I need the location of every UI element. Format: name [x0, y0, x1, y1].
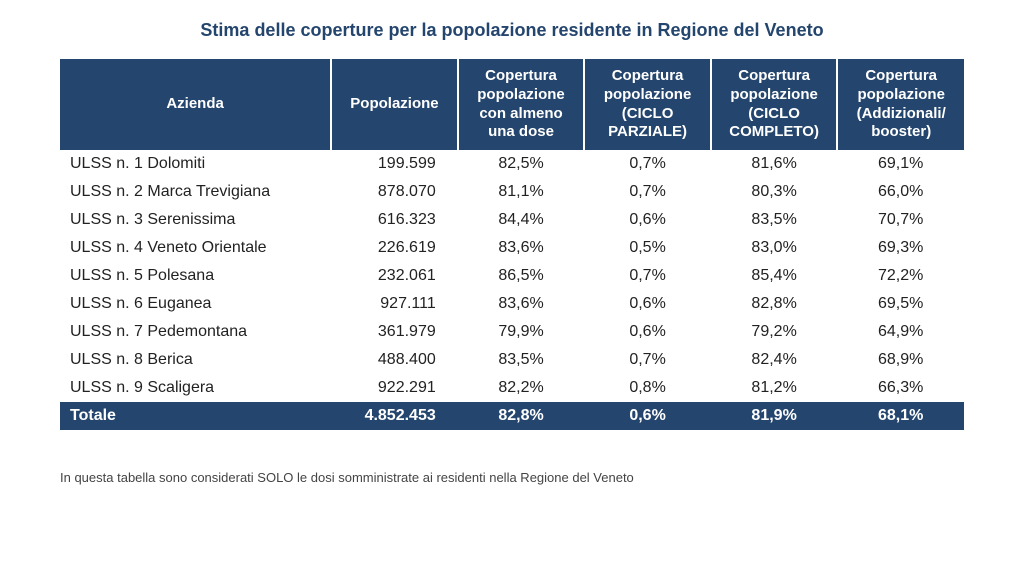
cell-azienda: ULSS n. 4 Veneto Orientale	[60, 234, 331, 262]
total-booster: 68,1%	[837, 402, 964, 430]
cell-booster: 66,0%	[837, 178, 964, 206]
column-header: Popolazione	[331, 59, 458, 150]
table-row: ULSS n. 1 Dolomiti199.59982,5%0,7%81,6%6…	[60, 150, 964, 178]
cell-azienda: ULSS n. 1 Dolomiti	[60, 150, 331, 178]
cell-azienda: ULSS n. 7 Pedemontana	[60, 318, 331, 346]
cell-azienda: ULSS n. 3 Serenissima	[60, 206, 331, 234]
table-row: ULSS n. 5 Polesana232.06186,5%0,7%85,4%7…	[60, 262, 964, 290]
table-body: ULSS n. 1 Dolomiti199.59982,5%0,7%81,6%6…	[60, 150, 964, 430]
cell-popolazione: 488.400	[331, 346, 458, 374]
table-row: ULSS n. 2 Marca Trevigiana878.07081,1%0,…	[60, 178, 964, 206]
cell-almeno_una: 84,4%	[458, 206, 585, 234]
cell-booster: 72,2%	[837, 262, 964, 290]
cell-booster: 70,7%	[837, 206, 964, 234]
column-header: Copertura popolazione con almeno una dos…	[458, 59, 585, 150]
cell-completo: 83,5%	[711, 206, 838, 234]
cell-parziale: 0,7%	[584, 346, 711, 374]
cell-booster: 69,3%	[837, 234, 964, 262]
cell-azienda: ULSS n. 8 Berica	[60, 346, 331, 374]
cell-popolazione: 927.111	[331, 290, 458, 318]
table-row: ULSS n. 4 Veneto Orientale226.61983,6%0,…	[60, 234, 964, 262]
total-almeno_una: 82,8%	[458, 402, 585, 430]
total-azienda: Totale	[60, 402, 331, 430]
cell-almeno_una: 83,5%	[458, 346, 585, 374]
table-row: ULSS n. 6 Euganea927.11183,6%0,6%82,8%69…	[60, 290, 964, 318]
footnote: In questa tabella sono considerati SOLO …	[60, 470, 964, 485]
cell-almeno_una: 86,5%	[458, 262, 585, 290]
table-header: AziendaPopolazioneCopertura popolazione …	[60, 59, 964, 150]
cell-booster: 69,5%	[837, 290, 964, 318]
total-popolazione: 4.852.453	[331, 402, 458, 430]
cell-parziale: 0,6%	[584, 318, 711, 346]
cell-popolazione: 361.979	[331, 318, 458, 346]
cell-completo: 83,0%	[711, 234, 838, 262]
table-row: ULSS n. 7 Pedemontana361.97979,9%0,6%79,…	[60, 318, 964, 346]
cell-almeno_una: 81,1%	[458, 178, 585, 206]
cell-parziale: 0,7%	[584, 178, 711, 206]
cell-completo: 79,2%	[711, 318, 838, 346]
cell-almeno_una: 83,6%	[458, 234, 585, 262]
cell-popolazione: 226.619	[331, 234, 458, 262]
table-row: ULSS n. 9 Scaligera922.29182,2%0,8%81,2%…	[60, 374, 964, 402]
cell-popolazione: 616.323	[331, 206, 458, 234]
cell-azienda: ULSS n. 2 Marca Trevigiana	[60, 178, 331, 206]
cell-popolazione: 199.599	[331, 150, 458, 178]
cell-parziale: 0,6%	[584, 290, 711, 318]
cell-almeno_una: 83,6%	[458, 290, 585, 318]
cell-almeno_una: 82,2%	[458, 374, 585, 402]
cell-booster: 68,9%	[837, 346, 964, 374]
cell-booster: 64,9%	[837, 318, 964, 346]
cell-parziale: 0,6%	[584, 206, 711, 234]
cell-completo: 80,3%	[711, 178, 838, 206]
cell-azienda: ULSS n. 6 Euganea	[60, 290, 331, 318]
cell-booster: 69,1%	[837, 150, 964, 178]
cell-popolazione: 922.291	[331, 374, 458, 402]
cell-almeno_una: 79,9%	[458, 318, 585, 346]
cell-almeno_una: 82,5%	[458, 150, 585, 178]
cell-completo: 81,6%	[711, 150, 838, 178]
cell-parziale: 0,7%	[584, 262, 711, 290]
cell-popolazione: 232.061	[331, 262, 458, 290]
table-row: ULSS n. 8 Berica488.40083,5%0,7%82,4%68,…	[60, 346, 964, 374]
table-row: ULSS n. 3 Serenissima616.32384,4%0,6%83,…	[60, 206, 964, 234]
cell-parziale: 0,7%	[584, 150, 711, 178]
column-header: Copertura popolazione (Addizionali/ boos…	[837, 59, 964, 150]
total-row: Totale4.852.45382,8%0,6%81,9%68,1%	[60, 402, 964, 430]
cell-azienda: ULSS n. 9 Scaligera	[60, 374, 331, 402]
cell-completo: 82,8%	[711, 290, 838, 318]
total-completo: 81,9%	[711, 402, 838, 430]
cell-completo: 81,2%	[711, 374, 838, 402]
coverage-table: AziendaPopolazioneCopertura popolazione …	[60, 59, 964, 430]
cell-parziale: 0,5%	[584, 234, 711, 262]
cell-completo: 82,4%	[711, 346, 838, 374]
cell-azienda: ULSS n. 5 Polesana	[60, 262, 331, 290]
column-header: Azienda	[60, 59, 331, 150]
cell-booster: 66,3%	[837, 374, 964, 402]
page-title: Stima delle coperture per la popolazione…	[60, 20, 964, 41]
cell-popolazione: 878.070	[331, 178, 458, 206]
column-header: Copertura popolazione (CICLO COMPLETO)	[711, 59, 838, 150]
cell-parziale: 0,8%	[584, 374, 711, 402]
total-parziale: 0,6%	[584, 402, 711, 430]
cell-completo: 85,4%	[711, 262, 838, 290]
column-header: Copertura popolazione (CICLO PARZIALE)	[584, 59, 711, 150]
